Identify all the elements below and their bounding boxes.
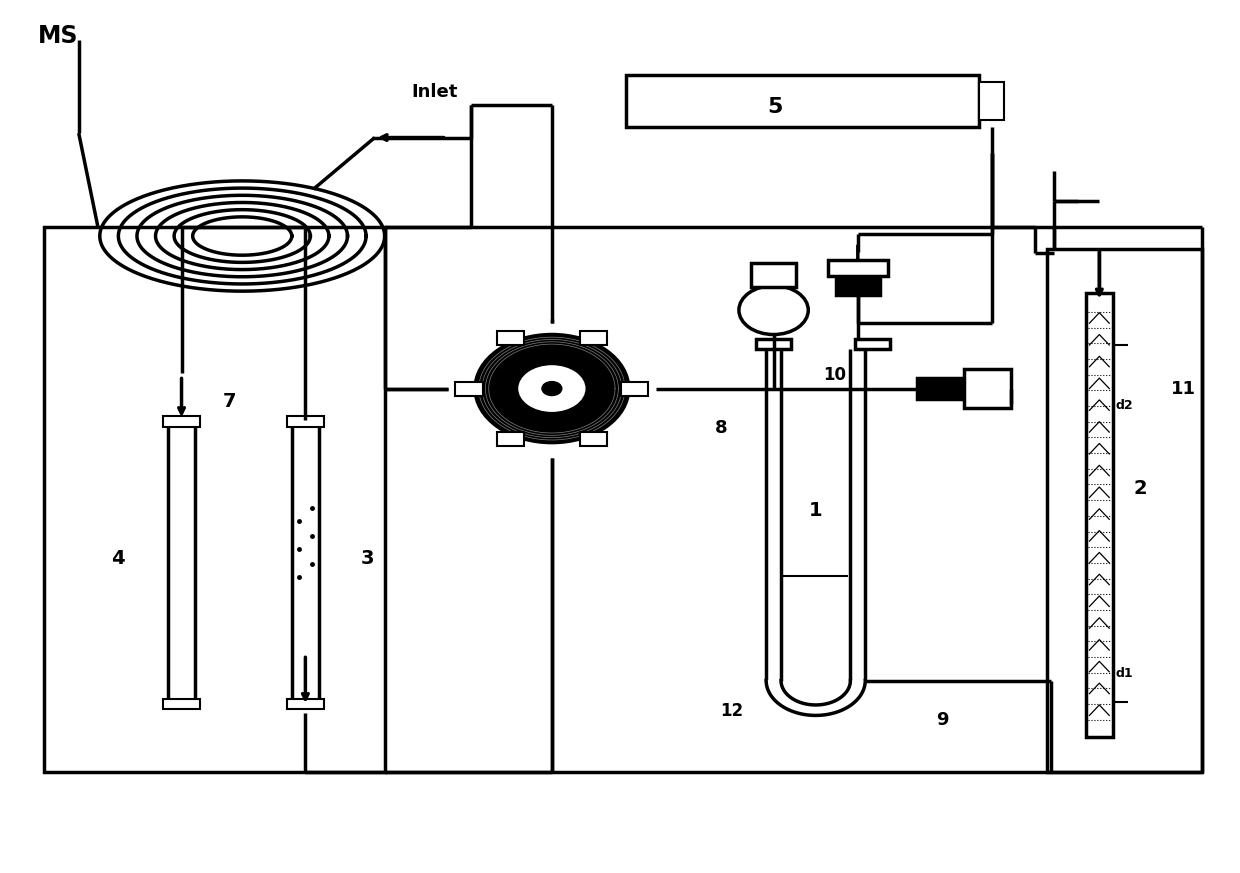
Bar	[980, 82, 1004, 120]
Circle shape	[475, 334, 629, 443]
Bar	[167, 423, 195, 703]
Text: Inlet: Inlet	[410, 83, 458, 101]
Text: d2: d2	[1116, 400, 1133, 413]
Circle shape	[739, 285, 808, 334]
Text: 1: 1	[808, 501, 822, 520]
Text: 11: 11	[1171, 380, 1197, 397]
Text: d1: d1	[1116, 667, 1133, 680]
Bar	[455, 382, 482, 395]
Bar	[1086, 292, 1114, 737]
Bar	[965, 369, 1012, 408]
Bar	[828, 260, 888, 276]
Text: 12: 12	[720, 702, 743, 720]
Bar	[918, 378, 965, 399]
Bar	[45, 227, 384, 772]
Bar	[856, 339, 890, 349]
Text: 9: 9	[936, 711, 949, 729]
Text: 2: 2	[1133, 479, 1147, 498]
Text: 7: 7	[223, 392, 237, 411]
Bar	[162, 416, 200, 427]
Bar	[497, 331, 525, 345]
Bar	[626, 75, 980, 127]
Bar	[580, 432, 608, 446]
Text: 5: 5	[768, 97, 782, 117]
Bar	[1048, 249, 1202, 772]
Bar	[291, 423, 319, 703]
Bar	[836, 269, 880, 295]
Polygon shape	[766, 681, 866, 715]
Bar	[580, 331, 608, 345]
Bar	[162, 699, 200, 710]
Text: 3: 3	[361, 549, 374, 568]
Text: 10: 10	[823, 367, 846, 384]
Text: 4: 4	[112, 549, 125, 568]
Circle shape	[542, 382, 562, 395]
Circle shape	[517, 364, 587, 413]
Bar	[497, 432, 525, 446]
Text: MS: MS	[38, 24, 78, 47]
Bar	[621, 382, 649, 395]
Bar	[756, 339, 791, 349]
Text: 6: 6	[589, 331, 603, 350]
Bar	[751, 263, 796, 287]
Bar	[286, 699, 324, 710]
Bar	[286, 416, 324, 427]
Text: 8: 8	[715, 419, 728, 436]
